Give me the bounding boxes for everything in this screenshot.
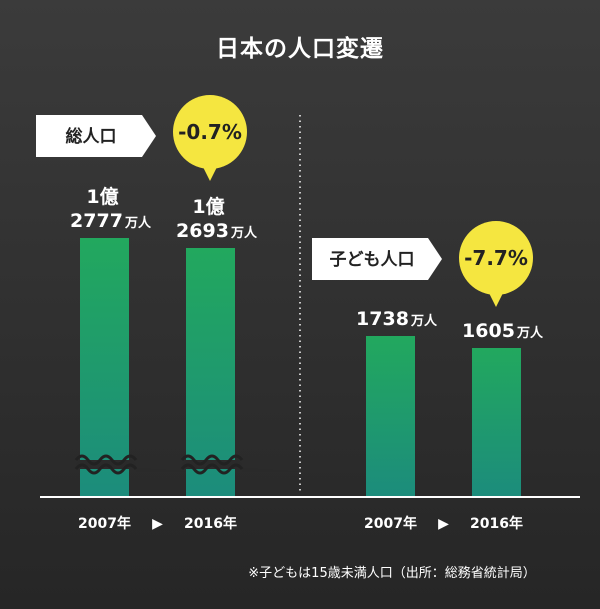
change-badge-pointer xyxy=(202,165,218,181)
value-unit: 万人 xyxy=(516,325,544,341)
value-number: 1738 xyxy=(356,308,409,330)
change-label: -0.7% xyxy=(178,120,242,144)
group-tag-1 xyxy=(36,115,156,157)
arrow-icon: ▶ xyxy=(438,516,449,532)
value-number: 2693 xyxy=(176,220,229,242)
value-label-oku: 1億 xyxy=(86,185,118,208)
x-tick-label: 2016年 xyxy=(470,515,523,532)
x-tick-label: 2007年 xyxy=(78,515,131,532)
value-label: 1738 万人 xyxy=(356,308,438,330)
change-badge xyxy=(459,221,533,295)
value-unit: 万人 xyxy=(410,313,438,329)
value-label: 1605 万人 xyxy=(462,320,544,342)
value-unit: 万人 xyxy=(124,215,152,231)
bar-2-2 xyxy=(472,348,521,497)
value-number: 1605 xyxy=(462,320,515,342)
axis-break-line xyxy=(74,463,138,475)
x-tick-label: 2007年 xyxy=(364,515,417,532)
bar-2-1 xyxy=(366,336,415,497)
x-tick-label: 2016年 xyxy=(184,515,237,532)
change-label: -7.7% xyxy=(464,246,528,270)
value-number: 2777 xyxy=(70,210,123,232)
axis-break-line xyxy=(180,454,244,466)
axis-break-line xyxy=(74,454,138,466)
change-badge xyxy=(173,95,247,169)
value-label: 2777 万人 xyxy=(70,210,152,232)
change-badge-pointer xyxy=(488,291,504,307)
arrow-icon: ▶ xyxy=(152,516,163,532)
group-tag-2 xyxy=(312,238,442,280)
value-label: 2693 万人 xyxy=(176,220,258,242)
axis-break-line xyxy=(180,463,244,475)
group-tag-label: 総人口 xyxy=(66,126,117,147)
chart-title: 日本の人口変遷 xyxy=(216,35,384,62)
bar-1-1 xyxy=(80,238,129,497)
value-label-oku: 1億 xyxy=(192,195,224,218)
value-unit: 万人 xyxy=(230,225,258,241)
source-note: ※子どもは15歳未満人口（出所：総務省統計局） xyxy=(248,565,535,581)
group-tag-label: 子ども人口 xyxy=(330,250,415,270)
